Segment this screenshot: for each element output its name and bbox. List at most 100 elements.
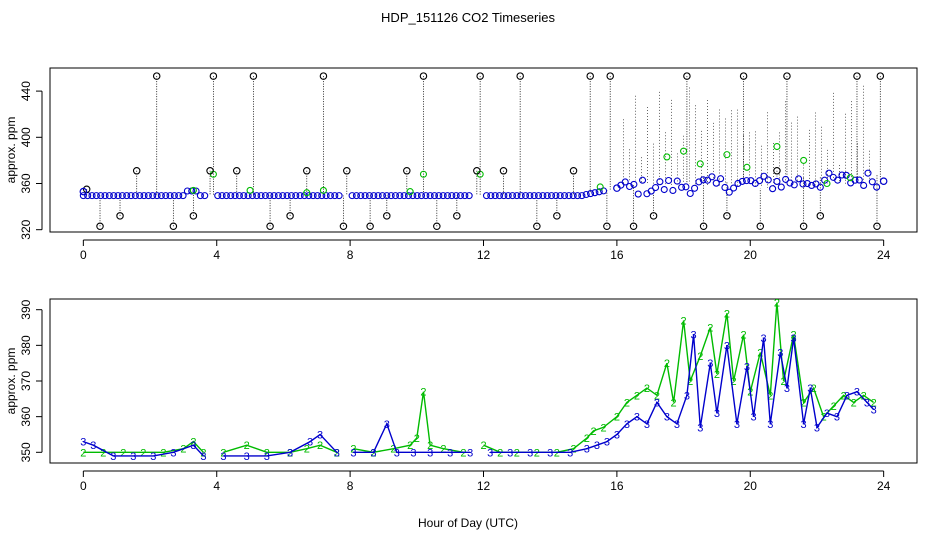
ch3-point [309,192,317,200]
ch3-point [88,192,96,200]
series-3-marker: 3 [287,447,293,459]
series-2-marker: 2 [634,390,640,402]
ch2-point [663,153,671,161]
ch3-point [782,175,790,183]
ch3-point [352,192,361,200]
series-2-marker: 2 [190,437,196,449]
ch3-point [669,186,677,195]
ch3-point [704,176,712,184]
raw-point [343,167,351,175]
series-3-marker: 3 [110,451,116,463]
raw-point [132,167,141,175]
ch3-point [218,192,226,200]
ch3-point [270,192,278,200]
series-2-marker: 2 [220,447,226,459]
raw-point [366,222,374,230]
ch3-point [777,183,785,191]
bottom-y-tick-label: 360 [19,406,33,426]
series-3-marker: 3 [724,340,730,352]
series-2-marker: 2 [407,440,413,452]
ch3-key-point [79,187,88,196]
series-2-marker: 2 [80,447,86,459]
series-2-marker: 2 [287,447,293,459]
series-3-marker: 3 [170,447,176,459]
bottom-x-tick-label: 20 [744,479,758,493]
series-2-marker: 2 [871,397,877,409]
ch3-point [825,169,833,177]
raw-point [629,222,638,230]
bottom-x-tick-label: 16 [610,479,624,493]
ch3-point [647,187,655,195]
ch3-point [838,171,846,179]
ch3-key-point [879,177,888,185]
series-3-marker: 3 [614,429,620,441]
ch3-point [626,182,634,191]
series-3-marker: 3 [467,447,473,459]
top-x-tick-label: 16 [610,248,624,262]
series-3-marker: 3 [864,397,870,409]
ch3-point [162,192,170,200]
series-2-marker: 2 [664,358,670,370]
series-2-marker: 2 [600,422,606,434]
ch3-point [652,183,660,192]
raw-point [453,212,461,220]
bottom-y-tick-label: 390 [19,299,33,319]
ch3-point [214,192,222,200]
series-3-marker: 3 [190,440,196,452]
series-3-marker: 3 [791,333,797,345]
ch3-point [517,192,525,200]
series-2-marker: 2 [681,315,687,327]
ch3-point [786,179,794,187]
raw-point [206,167,214,175]
series-2-marker: 2 [160,447,166,459]
series-3-marker: 3 [200,451,206,463]
series-3-marker: 3 [394,447,400,459]
series-3-marker: 3 [584,444,590,456]
series-3-marker: 3 [527,447,533,459]
top-y-tick-label: 400 [19,127,33,147]
series-2-marker: 2 [200,447,206,459]
series-3-marker: 3 [370,447,376,459]
ch3-point [97,192,105,200]
ch3-point [283,192,291,200]
series-3-marker: 3 [744,362,750,374]
ch3-point [795,175,803,183]
ch3-point [491,192,499,200]
series-2-marker: 2 [811,383,817,395]
ch3-point [764,176,772,184]
ch3-point [417,192,426,200]
series-3-marker: 3 [814,422,820,434]
ch3-point [743,177,751,185]
ch3-point [404,192,413,200]
series-2-marker: 2 [440,444,446,456]
raw-point [773,167,781,175]
ch3-point [266,192,274,200]
ch2-point [800,156,808,164]
chart-title: HDP_151126 CO2 Timeseries [381,10,555,25]
raw-point [516,72,524,80]
ch3-point [287,192,295,200]
ch3-point [504,192,512,200]
top-x-axis: 0 4 8 12 16 20 24 [80,239,891,262]
ch3-point [227,192,235,200]
ch3-point [487,192,495,200]
ch3-point [526,192,534,200]
ch3-point [552,192,560,200]
ch2-point [680,147,688,155]
series-2-marker: 2 [554,447,560,459]
raw-point [499,167,508,175]
ch2-point [823,179,831,188]
series-3-marker: 3 [334,447,340,459]
series-2-marker: 2 [244,440,250,452]
series-3-marker: 3 [80,437,86,449]
series-2-marker: 2 [767,390,773,402]
top-x-tick-label: 12 [477,248,491,262]
ch3-point [101,192,109,200]
ch3-point [196,192,204,200]
series-3-marker: 3 [714,408,720,420]
ch3-point [370,192,378,200]
series-3-marker: 3 [871,405,877,417]
series-2-marker: 2 [140,447,146,459]
ch3-point [166,192,174,200]
